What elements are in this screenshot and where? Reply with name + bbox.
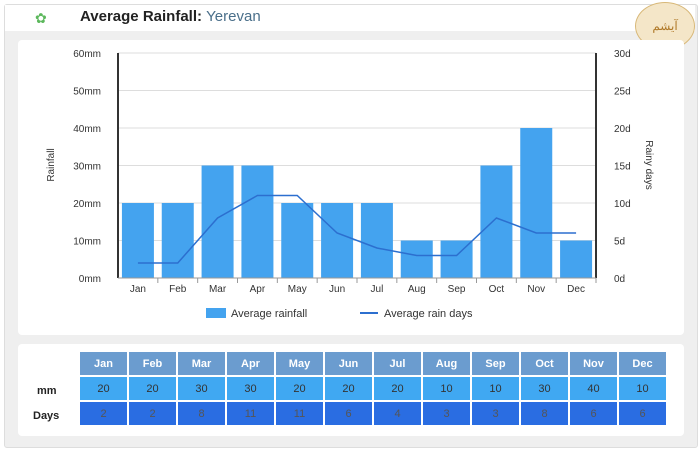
- mm-cell: 20: [325, 377, 372, 400]
- y-tick-label: 50mm: [73, 87, 101, 98]
- y-tick-label: 30mm: [73, 162, 101, 173]
- title-label: Average Rainfall:: [80, 8, 202, 25]
- days-cell: 3: [472, 402, 519, 425]
- y-tick-label: 0mm: [79, 274, 101, 285]
- mm-cell: 20: [129, 377, 176, 400]
- y-axis-label: Rainfall: [46, 148, 57, 181]
- x-tick-label: Aug: [408, 284, 426, 295]
- y2-tick-label: 25d: [614, 87, 631, 98]
- rainfall-chart: 0mm 0d 10mm 5d 20mm 10d 30mm 15d 40mm 20d 50mm 25d 6…: [46, 49, 654, 320]
- table-header: Jan: [80, 352, 127, 375]
- days-cell: 2: [129, 402, 176, 425]
- bar-jul: [360, 203, 393, 278]
- y2-tick-label: 5d: [614, 237, 625, 248]
- table-header: Mar: [178, 352, 225, 375]
- city-name: Yerevan: [206, 8, 261, 25]
- days-cell: 4: [374, 402, 421, 425]
- days-cell: 11: [227, 402, 274, 425]
- legend-label-days: Average rain days: [384, 308, 473, 320]
- mm-cell: 20: [276, 377, 323, 400]
- x-tick-label: Apr: [250, 284, 266, 295]
- page-title: Average Rainfall: Yerevan: [80, 8, 261, 25]
- legend-label-rainfall: Average rainfall: [231, 308, 307, 320]
- bar-feb: [161, 203, 194, 278]
- row-label-days: Days: [33, 410, 60, 422]
- mm-cell: 10: [423, 377, 470, 400]
- table-header: Oct: [521, 352, 568, 375]
- table-header: Jun: [325, 352, 372, 375]
- y2-tick-label: 0d: [614, 274, 625, 285]
- rain-days-line: [137, 194, 577, 264]
- bar-jun: [321, 203, 354, 278]
- table-header: Dec: [619, 352, 666, 375]
- x-tick-label: Nov: [527, 284, 545, 295]
- mm-cell: 10: [619, 377, 666, 400]
- x-tick-label: Jan: [130, 284, 146, 295]
- bar-sep: [440, 240, 473, 278]
- chart-card: 0mm 0d 10mm 5d 20mm 10d 30mm 15d 40mm 20d 50mm 25d 6…: [18, 40, 684, 335]
- row-label-mm: mm: [37, 385, 57, 397]
- days-cell: 2: [80, 402, 127, 425]
- x-tick-label: Oct: [489, 284, 505, 295]
- x-tick-label: Jul: [371, 284, 384, 295]
- days-cell: 6: [619, 402, 666, 425]
- bar-mar: [201, 165, 234, 278]
- days-cell: 3: [423, 402, 470, 425]
- days-cell: 11: [276, 402, 323, 425]
- header: [5, 5, 695, 31]
- table-header: Feb: [129, 352, 176, 375]
- mm-cell: 30: [227, 377, 274, 400]
- x-tick-label: Feb: [169, 284, 187, 295]
- mm-cell: 30: [521, 377, 568, 400]
- bar-nov: [520, 128, 553, 278]
- table-header: Nov: [570, 352, 617, 375]
- bar-dec: [560, 240, 593, 278]
- mm-cell: 20: [374, 377, 421, 400]
- x-tick-label: Dec: [567, 284, 585, 295]
- x-tick-label: Mar: [209, 284, 227, 295]
- days-cell: 8: [178, 402, 225, 425]
- y-tick-label: 40mm: [73, 124, 101, 135]
- table-header: Jul: [374, 352, 421, 375]
- days-cell: 6: [325, 402, 372, 425]
- bar-may: [281, 203, 314, 278]
- x-tick-label: May: [288, 284, 307, 295]
- table-header: Sep: [472, 352, 519, 375]
- y-tick-label: 20mm: [73, 199, 101, 210]
- mm-cell: 40: [570, 377, 617, 400]
- bar-jan: [121, 203, 154, 278]
- y2-axis-label: Rainy days: [643, 140, 654, 189]
- table-header: Apr: [227, 352, 274, 375]
- y2-tick-label: 20d: [614, 124, 631, 135]
- table-header: May: [276, 352, 323, 375]
- y-tick-label: 60mm: [73, 49, 101, 60]
- y2-tick-label: 15d: [614, 162, 631, 173]
- mm-cell: 10: [472, 377, 519, 400]
- days-cell: 8: [521, 402, 568, 425]
- y-tick-label: 10mm: [73, 237, 101, 248]
- days-cell: 6: [570, 402, 617, 425]
- table-header: Aug: [423, 352, 470, 375]
- bar-apr: [241, 165, 274, 278]
- x-tick-label: Jun: [329, 284, 345, 295]
- legend-swatch-rainfall: [206, 308, 226, 318]
- y2-tick-label: 10d: [614, 199, 631, 210]
- bar-aug: [400, 240, 433, 278]
- y2-tick-label: 30d: [614, 49, 631, 60]
- x-tick-label: Sep: [448, 284, 466, 295]
- plant-icon: ✿: [35, 10, 47, 26]
- data-table: Jan Feb Mar Apr May Jun Jul Aug Sep Oct Nov Dec 20 20…: [78, 350, 668, 427]
- mm-cell: 30: [178, 377, 225, 400]
- mm-cell: 20: [80, 377, 127, 400]
